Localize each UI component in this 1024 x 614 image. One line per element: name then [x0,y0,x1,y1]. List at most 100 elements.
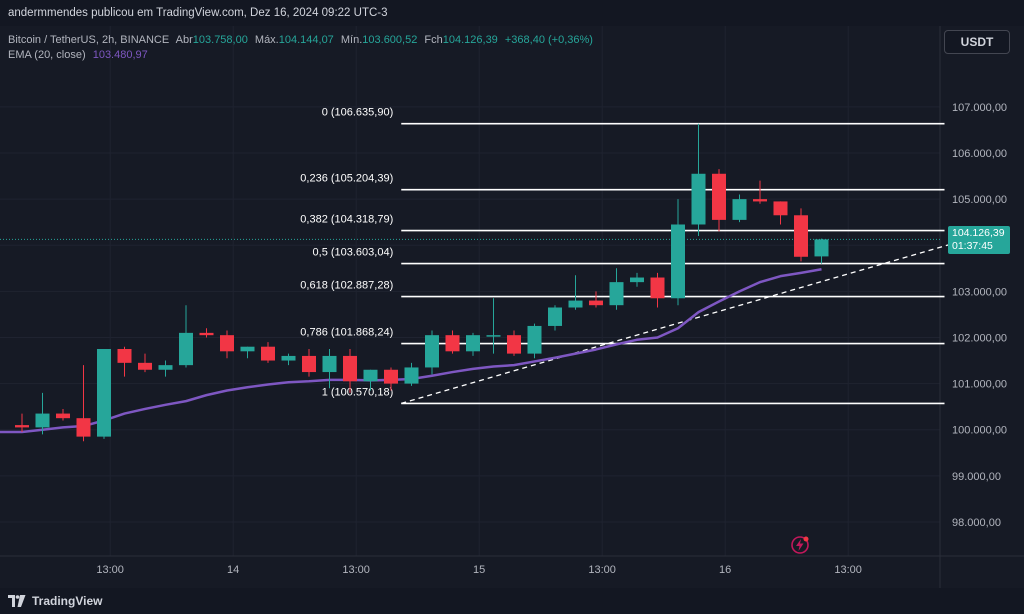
candle-body [589,300,603,306]
ohlc-row: Bitcoin / TetherUS, 2h, BINANCE Abr103.7… [8,33,593,48]
candle[interactable] [220,330,234,359]
candle[interactable] [650,272,665,308]
candle-body [630,277,644,283]
candle[interactable] [630,272,644,287]
ema-value: 103.480,97 [92,49,148,61]
high-label: Máx. [254,34,279,46]
candle[interactable] [732,194,747,223]
candle[interactable] [76,365,91,442]
candle-body [548,307,562,326]
last-price-tag: 104.126,39 01:37:45 [948,226,1010,254]
candle-body [753,199,767,202]
candle-body [302,355,316,373]
candle[interactable] [302,349,316,377]
candle-body [691,173,706,225]
candle[interactable] [486,298,501,354]
candle-body [404,367,419,384]
candle-body [671,224,685,299]
candle[interactable] [240,346,255,359]
open-value: 103.758,00 [192,34,248,46]
chart-legend: Bitcoin / TetherUS, 2h, BINANCE Abr103.7… [8,33,593,63]
candle[interactable] [445,330,460,354]
candle-body [466,335,480,352]
candle[interactable] [363,369,378,391]
candle[interactable] [322,349,337,389]
candle-body [117,349,132,363]
candle[interactable] [589,291,603,308]
candle-body [261,346,275,361]
candle[interactable] [199,328,214,338]
candle[interactable] [527,323,542,359]
symbol-label[interactable]: Bitcoin / TetherUS, 2h, BINANCE [8,34,170,46]
candle[interactable] [794,208,808,262]
x-tick-label: 13:00 [342,564,370,576]
candle[interactable] [97,349,111,439]
candle[interactable] [671,199,685,306]
candle[interactable] [281,353,296,366]
candle[interactable] [466,332,480,356]
x-tick-label: 15 [473,564,485,576]
y-tick-label: 98.000,00 [952,517,1001,529]
x-tick-label: 13:00 [834,564,862,576]
fib-level-label: 0,786 (101.868,24) [300,327,393,339]
candle[interactable] [507,330,521,356]
close-value: 104.126,39 [442,34,498,46]
candle-body [281,355,296,361]
candle[interactable] [773,201,788,225]
candle[interactable] [753,180,767,204]
candle[interactable] [15,413,29,433]
bolt-icon[interactable] [790,535,810,560]
tradingview-logo[interactable]: TradingView [8,594,102,608]
ema-label[interactable]: EMA (20, close) [8,49,86,61]
candle[interactable] [35,392,50,435]
candle[interactable] [117,346,132,377]
currency-button[interactable]: USDT [944,30,1010,54]
candle[interactable] [343,349,357,393]
fib-level-label: 0,382 (104.318,79) [300,214,393,226]
candle[interactable] [425,330,439,375]
candle[interactable] [548,305,562,331]
candle[interactable] [691,123,706,237]
candle-body [15,425,29,428]
candle[interactable] [179,305,193,368]
candle[interactable] [712,169,726,232]
low-value: 103.600,52 [362,34,418,46]
candle[interactable] [814,238,829,264]
candle[interactable] [568,275,583,310]
tradingview-logo-text: TradingView [32,594,103,608]
y-tick-label: 106.000,00 [952,148,1007,160]
candle[interactable] [158,360,173,377]
candle-body [56,413,70,419]
y-tick-label: 103.000,00 [952,286,1007,298]
candle-body [220,335,234,352]
candle[interactable] [138,353,152,373]
candle[interactable] [56,408,70,421]
bar-countdown: 01:37:45 [952,240,993,252]
candle[interactable] [261,342,275,363]
top-bar: andermmendes publicou em TradingView.com… [0,0,1024,26]
candle-body [609,282,624,306]
candle[interactable] [609,268,624,310]
y-tick-label: 105.000,00 [952,194,1007,206]
fib-level-label: 0,5 (103.603,04) [313,247,394,259]
candle[interactable] [384,367,398,391]
bottom-bar: TradingView [0,588,1024,614]
fib-level-label: 0,618 (102.887,28) [300,280,393,292]
low-label: Mín. [340,34,363,46]
fib-level-label: 1 (100.570,18) [322,386,394,398]
candle-body [486,335,501,337]
candle-body [445,335,460,352]
change-value: +368,40 (+0,36%) [504,34,593,46]
candle-body [773,201,788,216]
candle[interactable] [404,362,419,386]
fib-level-label: 0,236 (105.204,39) [300,173,393,185]
candle-body [712,173,726,220]
candle-body [527,325,542,354]
candle-body [240,346,255,352]
x-tick-label: 16 [719,564,731,576]
price-chart[interactable]: 0 (106.635,90) 0,236 (105.204,39) 0,382 (1… [0,0,1024,588]
tradingview-logo-icon [8,595,26,607]
candle-body [384,369,398,384]
candle-body [76,418,91,437]
trend-line[interactable] [401,240,964,405]
